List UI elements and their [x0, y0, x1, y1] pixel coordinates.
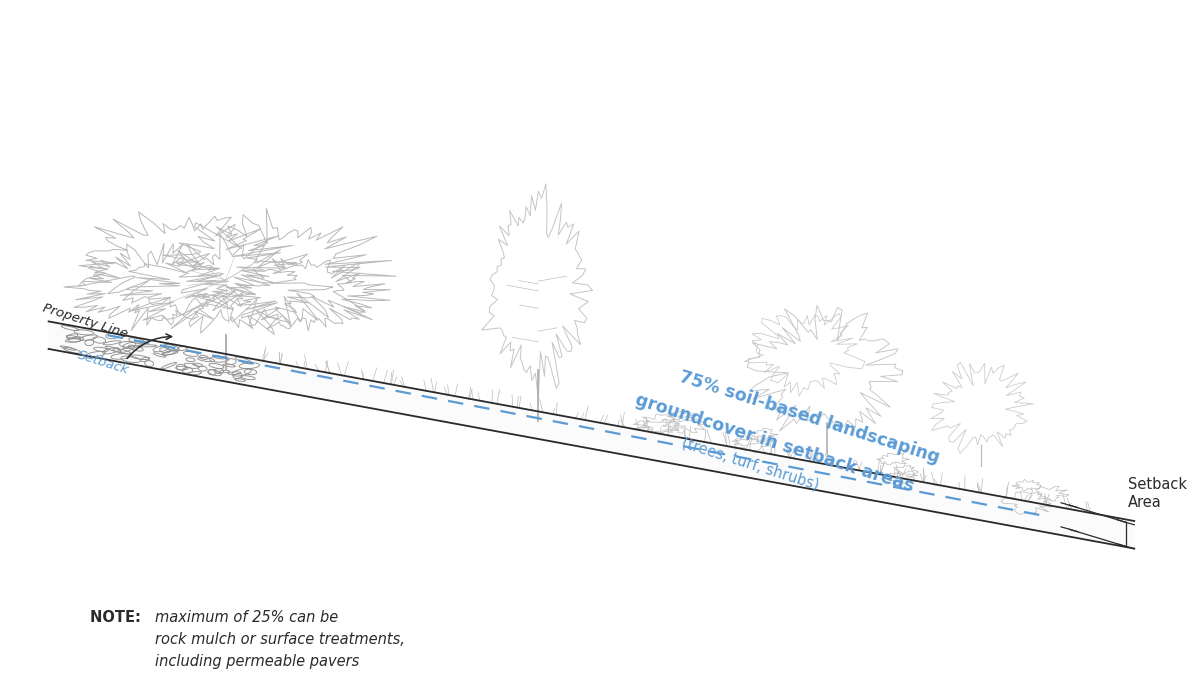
Polygon shape	[48, 321, 1134, 549]
Text: maximum of 25% can be
rock mulch or surface treatments,
including permeable pave: maximum of 25% can be rock mulch or surf…	[155, 610, 404, 669]
Text: groundcover in setback areas: groundcover in setback areas	[632, 391, 916, 495]
Text: NOTE:: NOTE:	[90, 610, 146, 625]
Text: (trees, turf, shrubs): (trees, turf, shrubs)	[680, 435, 821, 493]
Text: Property Line: Property Line	[41, 301, 130, 341]
Text: Setback: Setback	[76, 348, 131, 377]
Text: 75% soil-based landscaping: 75% soil-based landscaping	[677, 368, 942, 467]
Text: Setback
Area: Setback Area	[1128, 477, 1187, 510]
